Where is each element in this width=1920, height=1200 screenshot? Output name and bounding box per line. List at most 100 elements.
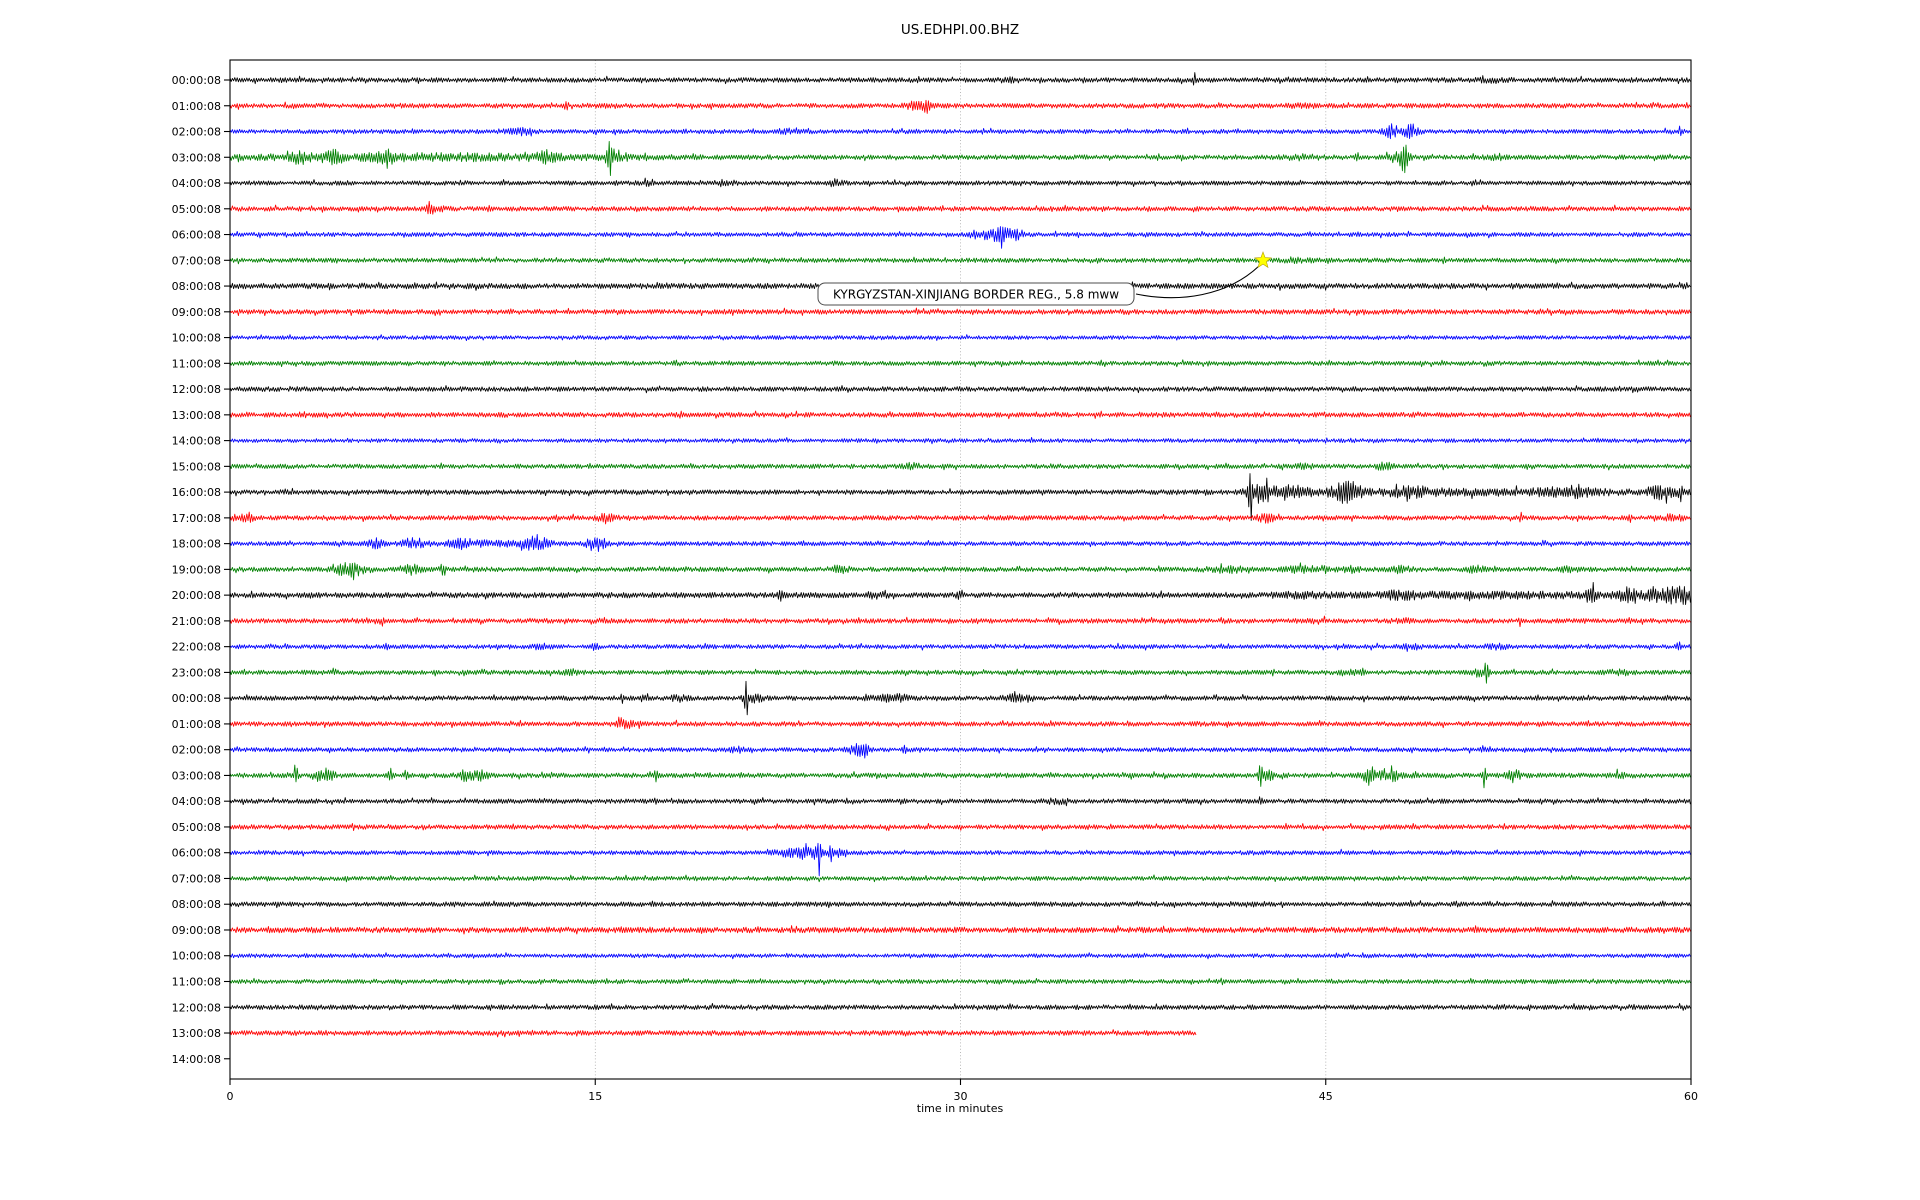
y-tick-label: 13:00:08 xyxy=(172,409,221,422)
trace-row-28: 04:00:08 xyxy=(172,795,1691,808)
seismic-trace xyxy=(229,615,1691,628)
trace-row-18: 18:00:08 xyxy=(172,533,1691,553)
seismic-trace xyxy=(229,385,1691,394)
y-tick-label: 05:00:08 xyxy=(172,821,221,834)
seismic-trace xyxy=(229,72,1691,86)
seismic-trace xyxy=(229,925,1691,935)
y-tick-label: 19:00:08 xyxy=(172,563,221,576)
event-star-icon xyxy=(1254,251,1272,269)
y-tick-label: 18:00:08 xyxy=(172,538,221,551)
seismic-trace xyxy=(229,256,1691,265)
seismic-trace xyxy=(229,899,1691,909)
trace-row-24: 00:00:08 xyxy=(172,680,1691,716)
seismic-trace xyxy=(229,226,1691,249)
seismic-trace xyxy=(229,561,1691,581)
seismic-trace xyxy=(229,716,1691,730)
y-tick-label: 04:00:08 xyxy=(172,795,221,808)
x-axis-label: time in minutes xyxy=(917,1102,1004,1115)
y-tick-label: 09:00:08 xyxy=(172,306,221,319)
y-tick-label: 00:00:08 xyxy=(172,692,221,705)
y-tick-label: 01:00:08 xyxy=(172,718,221,731)
annotation-label: KYRGYZSTAN-XINJIANG BORDER REG., 5.8 mww xyxy=(833,288,1119,302)
trace-row-23: 23:00:08 xyxy=(172,662,1691,684)
y-tick-label: 12:00:08 xyxy=(172,383,221,396)
trace-row-11: 11:00:08 xyxy=(172,357,1691,370)
trace-row-19: 19:00:08 xyxy=(172,561,1691,581)
trace-row-37: 13:00:08 xyxy=(172,1027,1197,1040)
y-tick-label: 13:00:08 xyxy=(172,1027,221,1040)
y-tick-label: 03:00:08 xyxy=(172,151,221,164)
seismic-trace xyxy=(229,641,1691,652)
y-tick-label: 03:00:08 xyxy=(172,769,221,782)
seismic-trace xyxy=(229,977,1691,986)
trace-row-20: 20:00:08 xyxy=(172,581,1691,606)
annotation-box xyxy=(817,282,1135,306)
y-tick-label: 17:00:08 xyxy=(172,512,221,525)
trace-row-25: 01:00:08 xyxy=(172,716,1691,731)
trace-row-31: 07:00:08 xyxy=(172,872,1691,885)
trace-row-22: 22:00:08 xyxy=(172,641,1691,654)
y-tick-label: 00:00:08 xyxy=(172,74,221,87)
y-tick-label: 20:00:08 xyxy=(172,589,221,602)
seismic-trace xyxy=(229,764,1691,789)
y-tick-label: 11:00:08 xyxy=(172,975,221,988)
y-tick-label: 23:00:08 xyxy=(172,666,221,679)
seismic-trace xyxy=(229,410,1691,420)
seismic-trace xyxy=(229,200,1691,215)
y-tick-label: 14:00:08 xyxy=(172,1053,221,1066)
trace-row-13: 13:00:08 xyxy=(172,409,1691,422)
y-tick-label: 16:00:08 xyxy=(172,486,221,499)
seismic-trace xyxy=(229,822,1691,832)
x-tick-label: 60 xyxy=(1684,1090,1698,1103)
seismic-trace xyxy=(229,742,1691,759)
trace-row-0: 00:00:08 xyxy=(172,72,1691,87)
x-tick-label: 45 xyxy=(1319,1090,1333,1103)
trace-row-32: 08:00:08 xyxy=(172,898,1691,911)
trace-row-5: 05:00:08 xyxy=(172,200,1691,216)
trace-row-15: 15:00:08 xyxy=(172,460,1691,473)
trace-row-3: 03:00:08 xyxy=(172,140,1691,177)
seismic-trace xyxy=(229,796,1691,807)
seismic-trace xyxy=(229,662,1691,684)
seismic-trace xyxy=(229,99,1691,114)
traces-layer: 0 15 30 45 60 00:00:08 01:00:08 02:00:08 03:00:0… xyxy=(172,60,1698,1103)
y-tick-label: 02:00:08 xyxy=(172,126,221,139)
seismic-trace xyxy=(229,461,1691,471)
trace-row-14: 14:00:08 xyxy=(172,435,1691,448)
seismic-trace xyxy=(229,874,1691,883)
seismic-trace xyxy=(229,123,1691,140)
trace-row-38: 14:00:08 xyxy=(172,1053,230,1066)
y-tick-label: 05:00:08 xyxy=(172,203,221,216)
y-tick-label: 08:00:08 xyxy=(172,898,221,911)
trace-row-10: 10:00:08 xyxy=(172,332,1691,345)
x-tick-label: 0 xyxy=(227,1090,234,1103)
event-annotation: KYRGYZSTAN-XINJIANG BORDER REG., 5.8 mww xyxy=(817,251,1272,306)
y-tick-label: 07:00:08 xyxy=(172,872,221,885)
seismic-trace xyxy=(229,177,1691,188)
seismic-trace xyxy=(229,359,1691,368)
trace-row-4: 04:00:08 xyxy=(172,177,1691,190)
y-tick-label: 14:00:08 xyxy=(172,435,221,448)
seismic-trace xyxy=(229,140,1691,177)
seismic-trace xyxy=(229,581,1691,606)
trace-row-26: 02:00:08 xyxy=(172,742,1691,759)
x-tick-label: 15 xyxy=(588,1090,602,1103)
y-tick-label: 22:00:08 xyxy=(172,641,221,654)
trace-row-7: 07:00:08 xyxy=(172,254,1691,267)
trace-row-9: 09:00:08 xyxy=(172,306,1691,319)
y-tick-label: 08:00:08 xyxy=(172,280,221,293)
y-tick-label: 01:00:08 xyxy=(172,100,221,113)
trace-row-1: 01:00:08 xyxy=(172,100,1691,114)
seismic-trace xyxy=(229,1029,1197,1038)
y-tick-label: 10:00:08 xyxy=(172,950,221,963)
trace-row-33: 09:00:08 xyxy=(172,924,1691,937)
y-tick-label: 02:00:08 xyxy=(172,744,221,757)
trace-row-6: 06:00:08 xyxy=(172,226,1691,249)
y-tick-label: 21:00:08 xyxy=(172,615,221,628)
seismic-trace xyxy=(229,511,1691,525)
trace-row-2: 02:00:08 xyxy=(172,123,1691,140)
seismic-trace xyxy=(229,334,1691,342)
seismic-trace xyxy=(229,1002,1691,1012)
